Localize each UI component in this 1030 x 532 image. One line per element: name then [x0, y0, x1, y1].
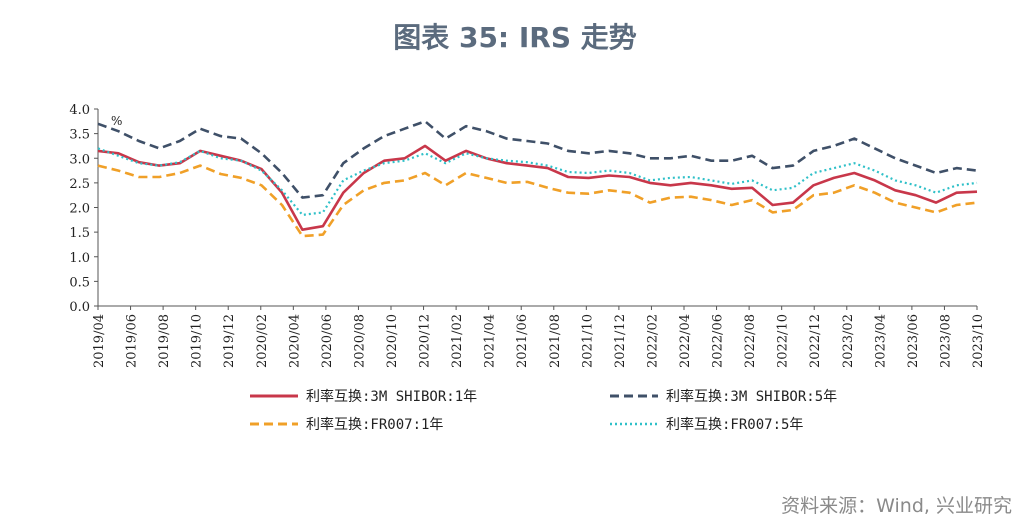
x-tick-label: 2023/02	[841, 314, 856, 368]
x-tick-label: 2023/08	[938, 314, 953, 368]
x-tick-label: 2019/08	[157, 314, 172, 368]
y-tick-label: 3.0	[69, 152, 90, 167]
series-lines	[97, 120, 978, 238]
y-axis-unit: %	[111, 114, 122, 128]
x-tick-label: 2021/04	[483, 314, 498, 368]
x-tick-label: 2021/10	[580, 314, 595, 368]
legend-label: 利率互换:3M SHIBOR:5年	[666, 388, 837, 405]
y-tick-label: 0.5	[69, 275, 90, 290]
x-tick-label: 2022/04	[678, 314, 693, 368]
x-tick-label: 2020/06	[320, 314, 335, 368]
chart-title: 图表 35: IRS 走势	[393, 21, 637, 54]
y-tick-label: 0.0	[69, 300, 90, 315]
series-line	[97, 147, 978, 216]
x-tick-label: 2021/06	[515, 314, 530, 368]
legend-label: 利率互换:FR007:5年	[666, 416, 803, 433]
y-tick-label: 2.5	[69, 177, 90, 192]
x-tick-label: 2022/12	[808, 314, 823, 368]
x-tick-label: 2020/02	[255, 314, 270, 368]
x-tick-label: 2021/02	[450, 314, 465, 368]
axes: 0.0 0.5 1.0 1.5 2.0 2.5 3.0 3.5 4.0% 2019/04 2019/…	[69, 103, 986, 368]
series-line	[97, 120, 978, 199]
y-tick-label: 1.0	[69, 251, 90, 266]
x-tick-label: 2022/02	[645, 314, 660, 368]
x-tick-label: 2022/10	[776, 314, 791, 368]
series-line	[97, 144, 978, 231]
x-tick-label: 2023/04	[873, 314, 888, 368]
x-tick-label: 2020/08	[352, 314, 367, 368]
x-tick-label: 2019/04	[92, 314, 107, 368]
x-tick-label: 2021/12	[613, 314, 628, 368]
y-tick-label: 4.0	[69, 103, 90, 118]
x-tick-label: 2022/06	[711, 314, 726, 368]
x-tick-label: 2019/12	[222, 314, 237, 368]
y-tick-label: 2.0	[69, 202, 90, 217]
source-note: 资料来源：Wind, 兴业研究	[781, 495, 1012, 517]
legend: 利率互换:3M SHIBOR:1年 利率互换:3M SHIBOR:5年利率互换:F…	[250, 388, 837, 433]
x-tick-label: 2022/08	[743, 314, 758, 368]
y-tick-label: 3.5	[69, 128, 90, 143]
x-tick-label: 2021/08	[548, 314, 563, 368]
x-tick-label: 2020/04	[287, 314, 302, 368]
x-tick-label: 2019/10	[190, 314, 205, 368]
x-tick-label: 2020/10	[385, 314, 400, 368]
x-tick-label: 2023/06	[906, 314, 921, 368]
x-tick-label: 2019/06	[125, 314, 140, 368]
y-tick-label: 1.5	[69, 226, 90, 241]
x-tick-label: 2023/10	[971, 314, 986, 368]
x-tick-label: 2020/12	[418, 314, 433, 368]
legend-label: 利率互换:3M SHIBOR:1年	[306, 388, 477, 405]
legend-label: 利率互换:FR007:1年	[306, 416, 443, 433]
